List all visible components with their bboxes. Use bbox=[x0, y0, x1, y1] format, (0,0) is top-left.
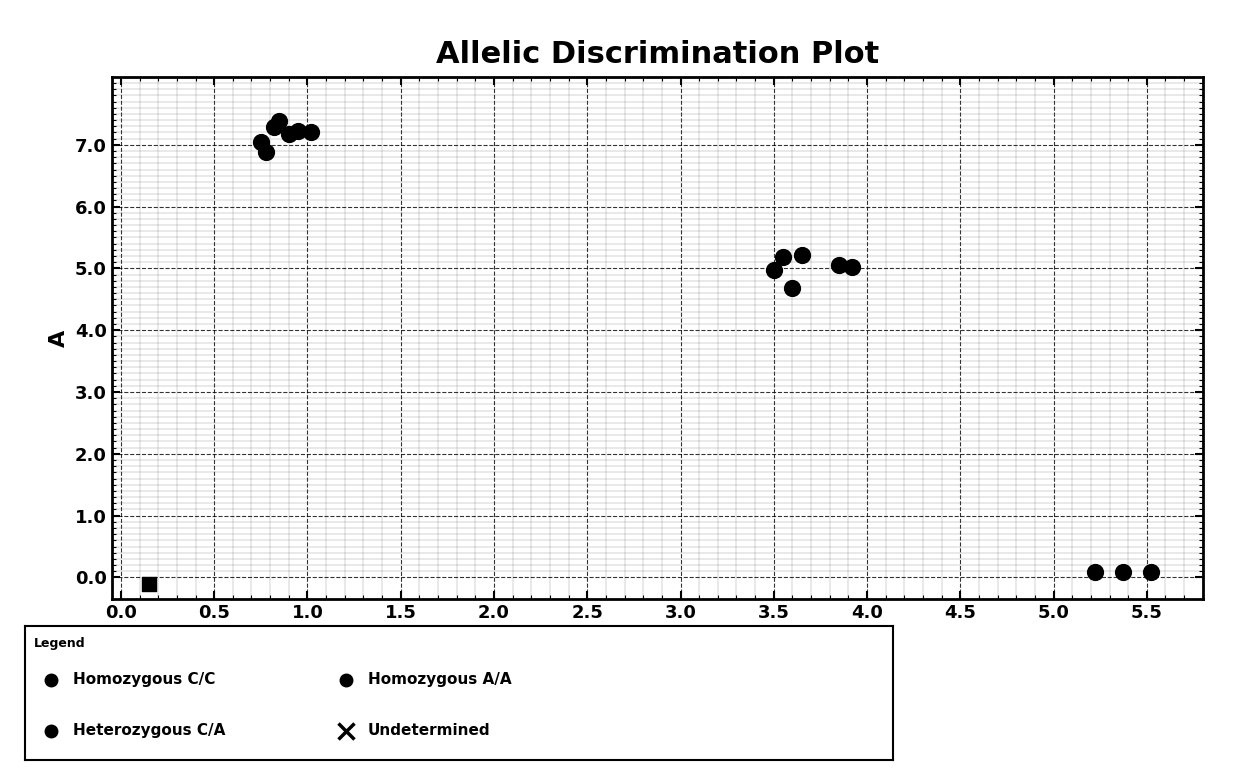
Text: Heterozygous C/A: Heterozygous C/A bbox=[72, 723, 224, 738]
Point bbox=[782, 282, 802, 294]
Point bbox=[264, 121, 284, 134]
Point bbox=[1141, 566, 1161, 578]
Point bbox=[830, 259, 849, 271]
Y-axis label: A: A bbox=[50, 329, 69, 346]
Point bbox=[288, 125, 308, 137]
Point bbox=[764, 264, 784, 276]
Point bbox=[842, 261, 862, 273]
X-axis label: C: C bbox=[649, 627, 666, 647]
Title: Allelic Discrimination Plot: Allelic Discrimination Plot bbox=[435, 40, 879, 69]
Point bbox=[269, 115, 289, 127]
Point bbox=[250, 135, 270, 147]
Point bbox=[257, 146, 277, 158]
Point bbox=[1112, 566, 1132, 578]
Text: Homozygous A/A: Homozygous A/A bbox=[368, 672, 511, 687]
Point bbox=[792, 249, 812, 261]
Text: Legend: Legend bbox=[33, 637, 86, 650]
Text: Homozygous C/C: Homozygous C/C bbox=[72, 672, 215, 687]
Point bbox=[1085, 566, 1105, 578]
Point bbox=[301, 126, 321, 138]
Text: Undetermined: Undetermined bbox=[368, 723, 490, 738]
Point bbox=[139, 578, 159, 590]
Point bbox=[774, 251, 794, 263]
Point bbox=[279, 127, 299, 140]
